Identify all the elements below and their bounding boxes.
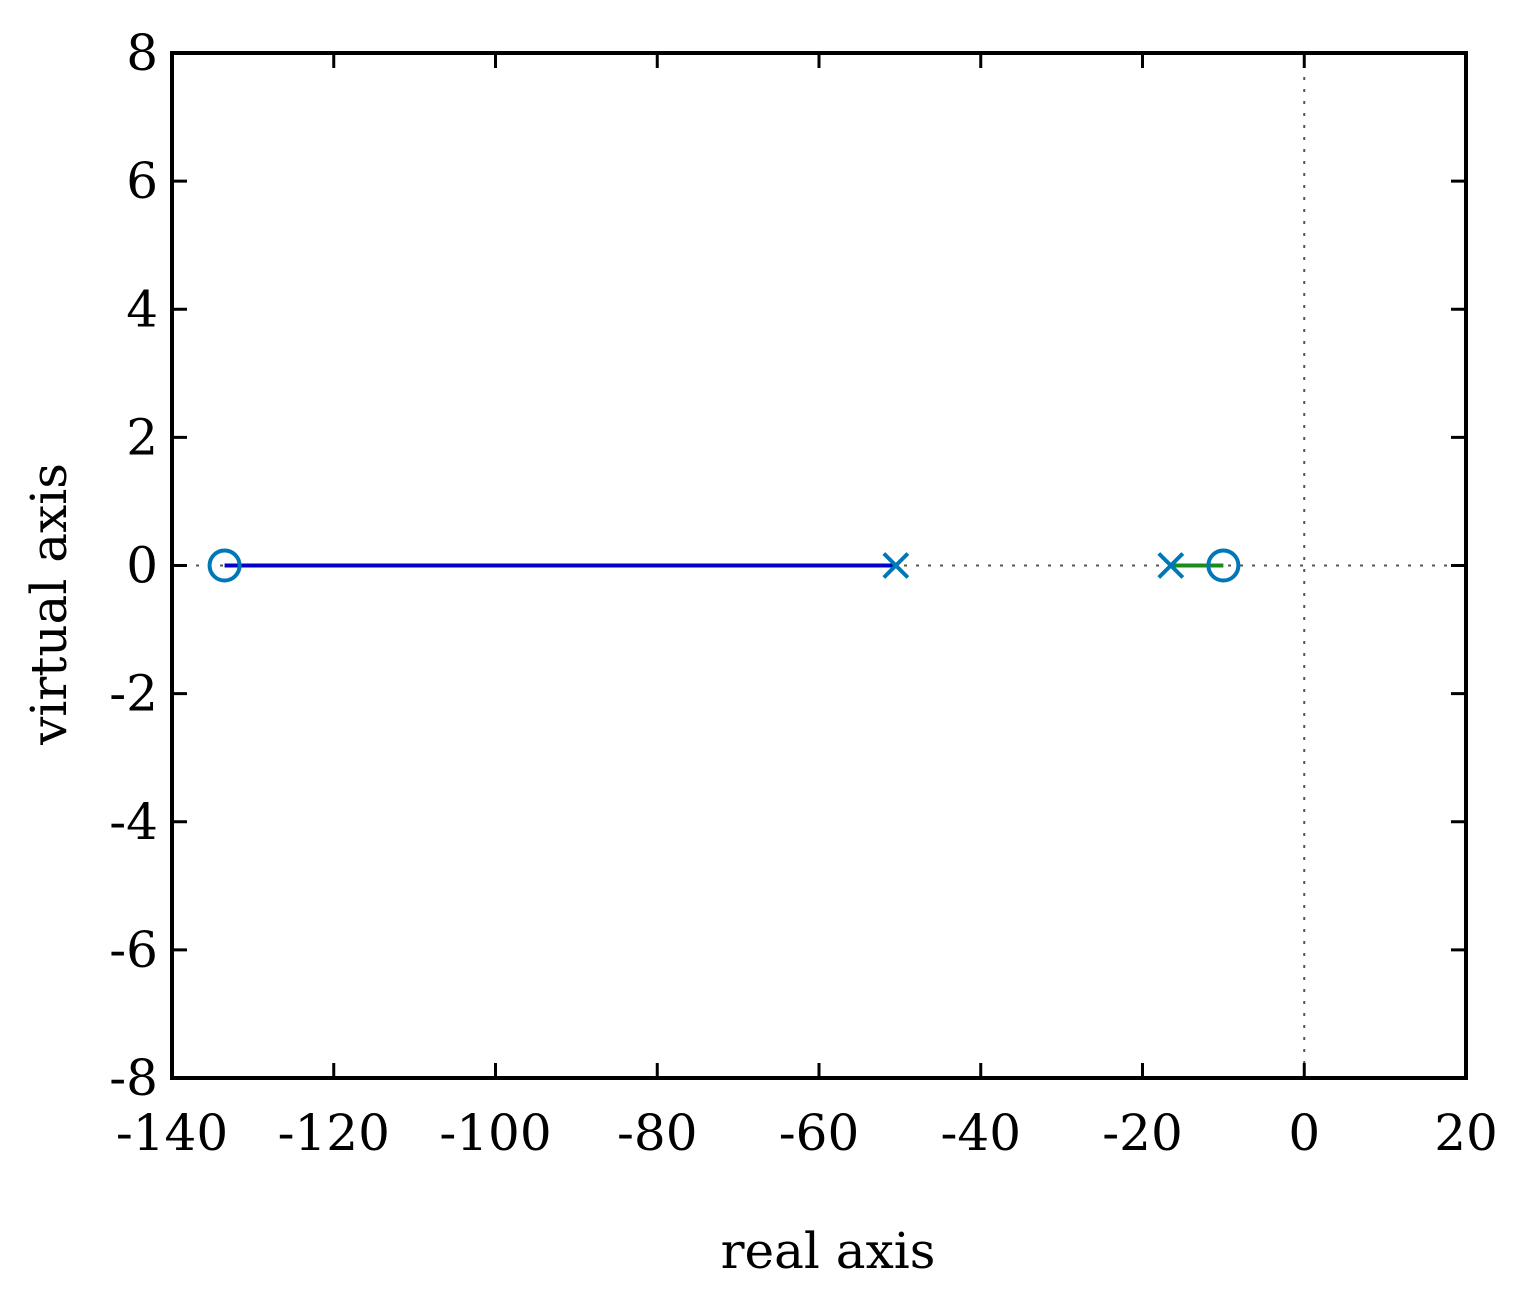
x-axis-label: real axis xyxy=(721,1222,936,1280)
x-tick-labels: -140 -120 -100 -80 -60 -40 -20 0 20 xyxy=(116,1104,1498,1162)
y-tick-label: 4 xyxy=(126,280,158,338)
x-tick-label: -60 xyxy=(779,1104,860,1162)
pole-zero-markers xyxy=(207,548,1241,583)
x-tick-label: -20 xyxy=(1102,1104,1183,1162)
x-tick-label: 0 xyxy=(1288,1104,1320,1162)
y-tick-label: -8 xyxy=(109,1049,158,1107)
x-tick-label: -100 xyxy=(439,1104,551,1162)
pole-marker-3 xyxy=(1157,552,1185,579)
y-tick-label: 6 xyxy=(126,152,158,210)
x-tick-label: 20 xyxy=(1434,1104,1498,1162)
y-tick-label: -4 xyxy=(109,793,158,851)
x-tick-label: -120 xyxy=(278,1104,390,1162)
zero-marker-1 xyxy=(207,548,242,583)
y-tick-label: -2 xyxy=(109,665,158,723)
y-tick-label: 2 xyxy=(126,408,158,466)
x-tick-label: -140 xyxy=(116,1104,228,1162)
x-tick-label: -80 xyxy=(617,1104,698,1162)
y-tick-label: 8 xyxy=(126,24,158,82)
zero-marker-4 xyxy=(1206,548,1241,583)
reference-lines xyxy=(172,53,1466,1078)
tick-marks xyxy=(170,51,1468,1080)
y-tick-labels: -8 -6 -4 -2 0 2 4 6 8 xyxy=(109,24,158,1107)
x-tick-label: -40 xyxy=(940,1104,1021,1162)
y-tick-label: 0 xyxy=(126,537,158,595)
y-tick-label: -6 xyxy=(109,921,158,979)
y-axis-label: virtual axis xyxy=(20,463,78,746)
pole-marker-2 xyxy=(882,552,910,579)
